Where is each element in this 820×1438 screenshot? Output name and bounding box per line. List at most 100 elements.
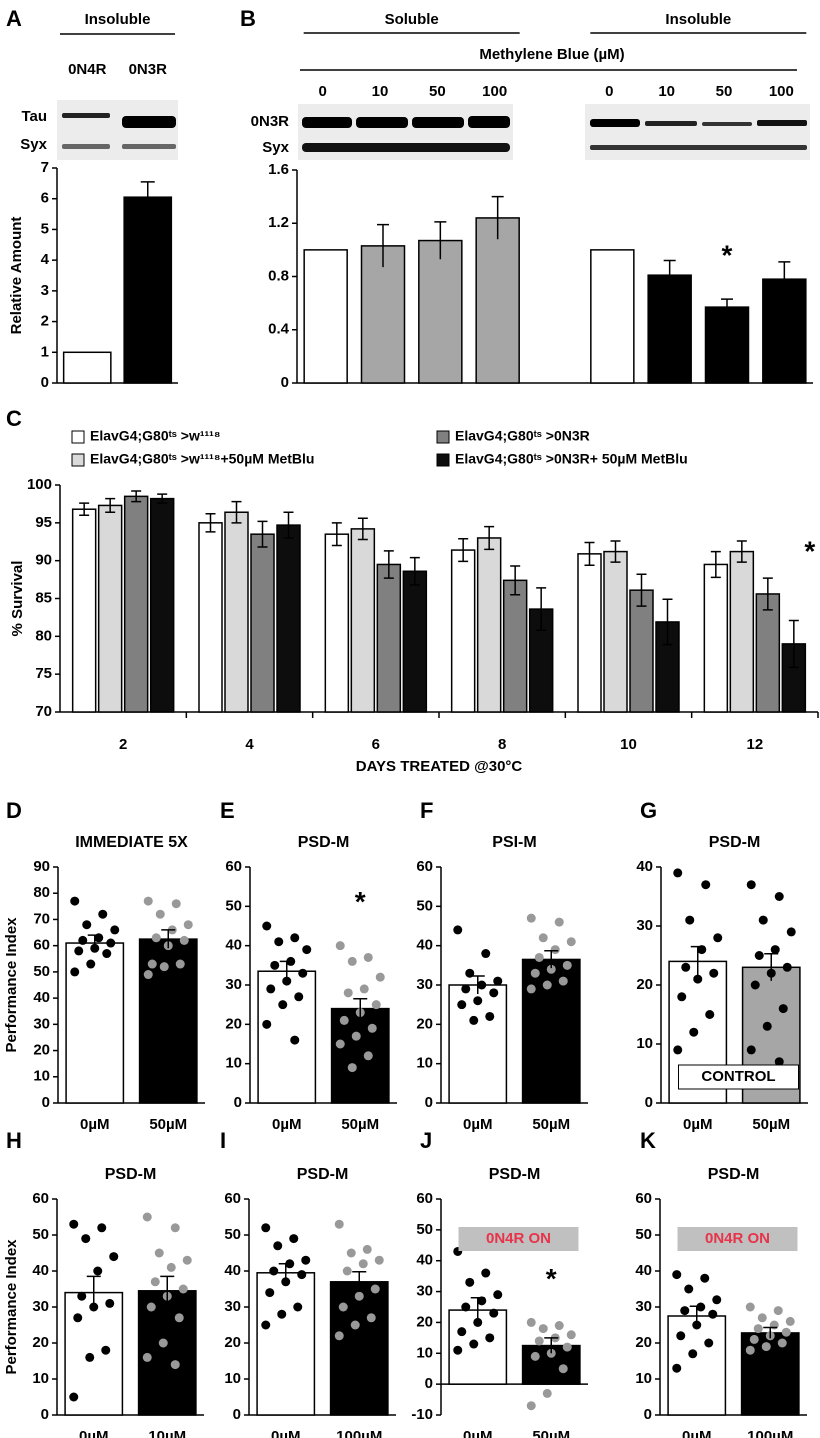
y-tick-label: 30 xyxy=(32,1298,49,1315)
error-bar xyxy=(279,960,294,982)
data-point xyxy=(542,1388,552,1398)
y-tick-label: 10 xyxy=(416,1055,433,1072)
x-tick-label: 0µM xyxy=(463,1428,492,1438)
data-point xyxy=(266,984,276,994)
y-tick-label: 0 xyxy=(425,1094,433,1111)
label-box xyxy=(677,1227,798,1251)
y-tick-label: 40 xyxy=(635,1262,652,1279)
chart-title: PSD-M xyxy=(105,1166,157,1183)
group-label: Soluble xyxy=(385,11,439,28)
label: CONTROL xyxy=(701,1068,775,1085)
y-tick-label: 4 xyxy=(41,251,50,268)
significance: * xyxy=(546,1263,557,1294)
data-point xyxy=(335,941,345,951)
y-tick-label: 40 xyxy=(32,1262,49,1279)
data-point xyxy=(526,984,536,994)
data-point xyxy=(86,959,96,969)
data-point xyxy=(98,909,108,919)
data-point xyxy=(485,1333,495,1343)
x-tick-label: 0µM xyxy=(79,1428,108,1438)
data-point xyxy=(746,880,756,890)
data-point xyxy=(102,949,112,959)
blot-band xyxy=(468,116,510,128)
data-point xyxy=(97,1223,107,1233)
y-tick-label: 50 xyxy=(416,1221,433,1238)
bar xyxy=(256,1272,316,1416)
data-point xyxy=(530,1351,540,1361)
y-tick-label: 50 xyxy=(32,1226,49,1243)
data-point xyxy=(453,925,463,935)
error-bar xyxy=(470,1296,485,1323)
error-bar xyxy=(434,221,447,260)
bar xyxy=(590,249,635,384)
lane-label: 0N3R xyxy=(129,61,168,78)
y-axis-label: Performance Index xyxy=(3,1239,20,1375)
data-point xyxy=(362,1244,372,1254)
blot-row-label: Syx xyxy=(262,139,289,156)
error-bar xyxy=(584,541,595,566)
error-bar xyxy=(357,517,368,541)
data-point xyxy=(101,1345,111,1355)
error-bar xyxy=(484,525,495,551)
data-point xyxy=(461,1302,471,1312)
y-tick-label: 60 xyxy=(416,1190,433,1207)
y-tick-label: 60 xyxy=(225,858,242,875)
data-point xyxy=(363,1051,373,1061)
data-point xyxy=(693,974,703,984)
error-bar xyxy=(160,1275,175,1306)
data-point xyxy=(782,962,792,972)
error-bar xyxy=(257,520,268,548)
label-box xyxy=(458,1227,579,1251)
y-tick-label: 40 xyxy=(224,1262,241,1279)
legend-swatch xyxy=(436,430,450,444)
error-bar xyxy=(79,502,90,517)
data-point xyxy=(473,996,483,1006)
lane-label: 10 xyxy=(372,83,389,100)
data-point xyxy=(762,1021,772,1031)
y-tick-label: 10 xyxy=(636,1035,653,1052)
error-bar xyxy=(510,565,521,596)
y-tick-label: 100 xyxy=(27,476,52,493)
blot-band xyxy=(62,113,110,118)
data-point xyxy=(375,972,385,982)
y-tick-label: -10 xyxy=(411,1406,433,1423)
bar xyxy=(703,563,729,713)
y-tick-label: 90 xyxy=(33,858,50,875)
data-point xyxy=(371,1000,381,1010)
data-point xyxy=(457,1000,467,1010)
data-point xyxy=(746,1045,756,1055)
y-tick-label: 60 xyxy=(32,1190,49,1207)
bar xyxy=(755,593,781,713)
data-point xyxy=(705,1010,715,1019)
error-bar xyxy=(352,1270,367,1292)
data-point xyxy=(672,1363,682,1373)
error-bar xyxy=(131,490,142,503)
data-point xyxy=(297,1270,307,1280)
y-tick-label: 20 xyxy=(225,1015,242,1032)
error-bar xyxy=(283,511,294,539)
error-bar xyxy=(491,195,504,240)
data-point xyxy=(704,1338,714,1348)
legend-swatch xyxy=(436,453,450,467)
data-point xyxy=(170,1360,180,1370)
blot-band xyxy=(590,145,807,150)
bar xyxy=(224,511,249,713)
data-point xyxy=(680,1306,690,1316)
data-point xyxy=(676,1331,686,1341)
data-point xyxy=(457,1327,467,1337)
data-point xyxy=(346,1248,356,1258)
blot-images xyxy=(57,100,810,160)
error-bar xyxy=(778,261,791,297)
bar xyxy=(762,278,807,384)
error-bar xyxy=(87,934,102,951)
y-tick-label: 10 xyxy=(224,1370,241,1387)
panel-letter: C xyxy=(6,406,22,431)
data-point xyxy=(546,964,556,974)
y-tick-label: 1.6 xyxy=(268,161,289,178)
x-tick-label: 50µM xyxy=(532,1428,570,1438)
data-point xyxy=(142,1352,152,1362)
data-point xyxy=(262,1019,272,1029)
data-point xyxy=(530,968,540,978)
error-bar xyxy=(662,598,673,646)
data-point xyxy=(334,1219,344,1229)
